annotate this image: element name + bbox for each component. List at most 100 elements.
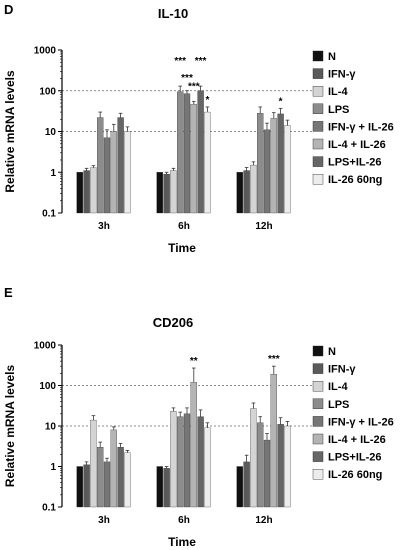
x-tick-label: 6h xyxy=(178,221,190,232)
legend-label: IFN-γ xyxy=(328,364,356,376)
legend-label: IL-26 60ng xyxy=(328,469,382,481)
panel-label: D xyxy=(4,2,13,17)
x-tick-label: 6h xyxy=(178,515,190,526)
y-tick-label: 1000 xyxy=(34,341,57,352)
x-tick-label: 3h xyxy=(98,515,110,526)
legend-label: LPS xyxy=(328,104,349,116)
significance-marker: *** xyxy=(181,73,193,84)
legend-swatch xyxy=(312,173,324,185)
y-tick-label: 1 xyxy=(50,462,56,473)
bar-6h-il-4-il-26 xyxy=(190,103,197,214)
bar-3h-ifn-il-26 xyxy=(103,137,111,214)
legend-swatch xyxy=(312,433,324,445)
panel-label: E xyxy=(4,285,13,300)
legend-swatch xyxy=(312,68,324,79)
y-tick-label: 0.1 xyxy=(42,503,56,514)
legend-label: LPS+IL-26 xyxy=(328,157,382,169)
significance-marker: *** xyxy=(195,56,207,67)
chart-panel-d: D IL-10 0.1 1 10 100 1000 Relative mRNA levels 3… xyxy=(3,2,394,255)
chart-title: IL-10 xyxy=(158,6,188,21)
bar-6h-ifn- xyxy=(163,468,170,508)
bar-6h-lps-il-26 xyxy=(197,416,204,508)
bar-3h-il-26-60ng xyxy=(124,131,131,214)
legend-label: N xyxy=(328,51,336,63)
bar-3h-n xyxy=(76,172,83,214)
legend-label: LPS xyxy=(328,399,349,411)
bar-6h-ifn-il-26 xyxy=(183,413,191,508)
bar-6h-n xyxy=(156,466,163,508)
legend-swatch xyxy=(312,469,324,480)
legend-label: IFN-γ + IL-26 xyxy=(328,416,394,428)
bar-3h-il-26-60ng xyxy=(124,452,131,508)
bar-3h-il-4-il-26 xyxy=(110,131,117,214)
bar-12h-ifn- xyxy=(243,461,250,508)
bar-3h-ifn-il-26 xyxy=(103,461,111,508)
bar-12h-n xyxy=(236,466,243,508)
y-tick-label: 100 xyxy=(39,381,56,392)
legend-swatch xyxy=(312,398,324,409)
bar-3h-il-4 xyxy=(90,419,97,508)
x-axis-label: Time xyxy=(168,535,196,549)
bar-3h-ifn- xyxy=(83,464,90,508)
legend-swatch xyxy=(312,416,324,427)
bar-6h-lps xyxy=(177,416,184,508)
bar-6h-il-4-il-26 xyxy=(190,382,197,508)
bar-6h-il-4 xyxy=(170,170,177,214)
bar-12h-ifn-il-26 xyxy=(263,129,271,214)
bar-12h-lps-il-26 xyxy=(277,424,284,508)
legend-label: IL-4 xyxy=(328,86,348,98)
y-axis-label: Relative mRNA levels xyxy=(3,70,17,193)
significance-marker: *** xyxy=(188,82,200,93)
legend-swatch xyxy=(312,381,324,392)
legend-label: IFN-γ xyxy=(328,69,356,81)
bar-3h-n xyxy=(76,466,83,508)
bar-3h-ifn- xyxy=(83,170,90,214)
legend-swatch xyxy=(312,85,324,97)
chart-panel-e: E CD206 0.1 1 10 100 1000 Relative mRNA levels 3… xyxy=(3,285,394,549)
bar-12h-il-26-60ng xyxy=(284,125,291,214)
bar-12h-lps xyxy=(257,422,264,508)
bar-6h-il-26-60ng xyxy=(204,427,211,508)
bar-12h-il-4-il-26 xyxy=(270,118,277,214)
y-tick-label: 0.1 xyxy=(42,209,56,220)
bar-12h-il-4 xyxy=(250,164,257,214)
bar-12h-il-4-il-26 xyxy=(270,374,277,508)
legend-label: N xyxy=(328,346,336,358)
significance-marker: * xyxy=(205,95,209,106)
bar-6h-il-26-60ng xyxy=(204,111,211,214)
y-axis-label: Relative mRNA levels xyxy=(3,365,17,488)
x-tick-label: 12h xyxy=(255,515,272,526)
bar-12h-ifn- xyxy=(243,170,250,214)
bar-12h-lps-il-26 xyxy=(277,113,284,214)
significance-marker: *** xyxy=(174,56,186,67)
bar-3h-lps xyxy=(97,117,104,214)
significance-marker: ** xyxy=(190,356,198,367)
x-tick-label: 3h xyxy=(98,221,110,232)
bar-12h-n xyxy=(236,172,243,214)
bar-6h-ifn- xyxy=(163,173,170,214)
x-axis-label: Time xyxy=(168,241,196,255)
bar-12h-il-4 xyxy=(250,408,257,508)
bar-6h-n xyxy=(156,172,163,214)
bar-12h-ifn-il-26 xyxy=(263,439,271,508)
bar-6h-lps-il-26 xyxy=(197,90,204,214)
significance-marker: * xyxy=(279,96,283,107)
bar-6h-lps xyxy=(177,91,184,214)
legend-swatch xyxy=(312,345,324,357)
y-tick-label: 100 xyxy=(39,86,56,97)
significance-marker: *** xyxy=(268,354,280,365)
y-tick-label: 10 xyxy=(45,422,57,433)
legend-swatch xyxy=(312,50,324,62)
bar-3h-lps-il-26 xyxy=(117,117,124,214)
bar-6h-il-4 xyxy=(170,411,177,508)
x-tick-label: 12h xyxy=(255,221,272,232)
legend-label: LPS+IL-26 xyxy=(328,452,382,464)
legend-label: IL-4 + IL-26 xyxy=(328,139,386,151)
bar-3h-il-4-il-26 xyxy=(110,429,117,508)
bar-3h-il-4 xyxy=(90,167,97,214)
legend-label: IL-4 + IL-26 xyxy=(328,434,386,446)
legend-swatch xyxy=(312,138,324,150)
legend-swatch xyxy=(312,121,324,132)
legend-swatch xyxy=(312,156,324,167)
